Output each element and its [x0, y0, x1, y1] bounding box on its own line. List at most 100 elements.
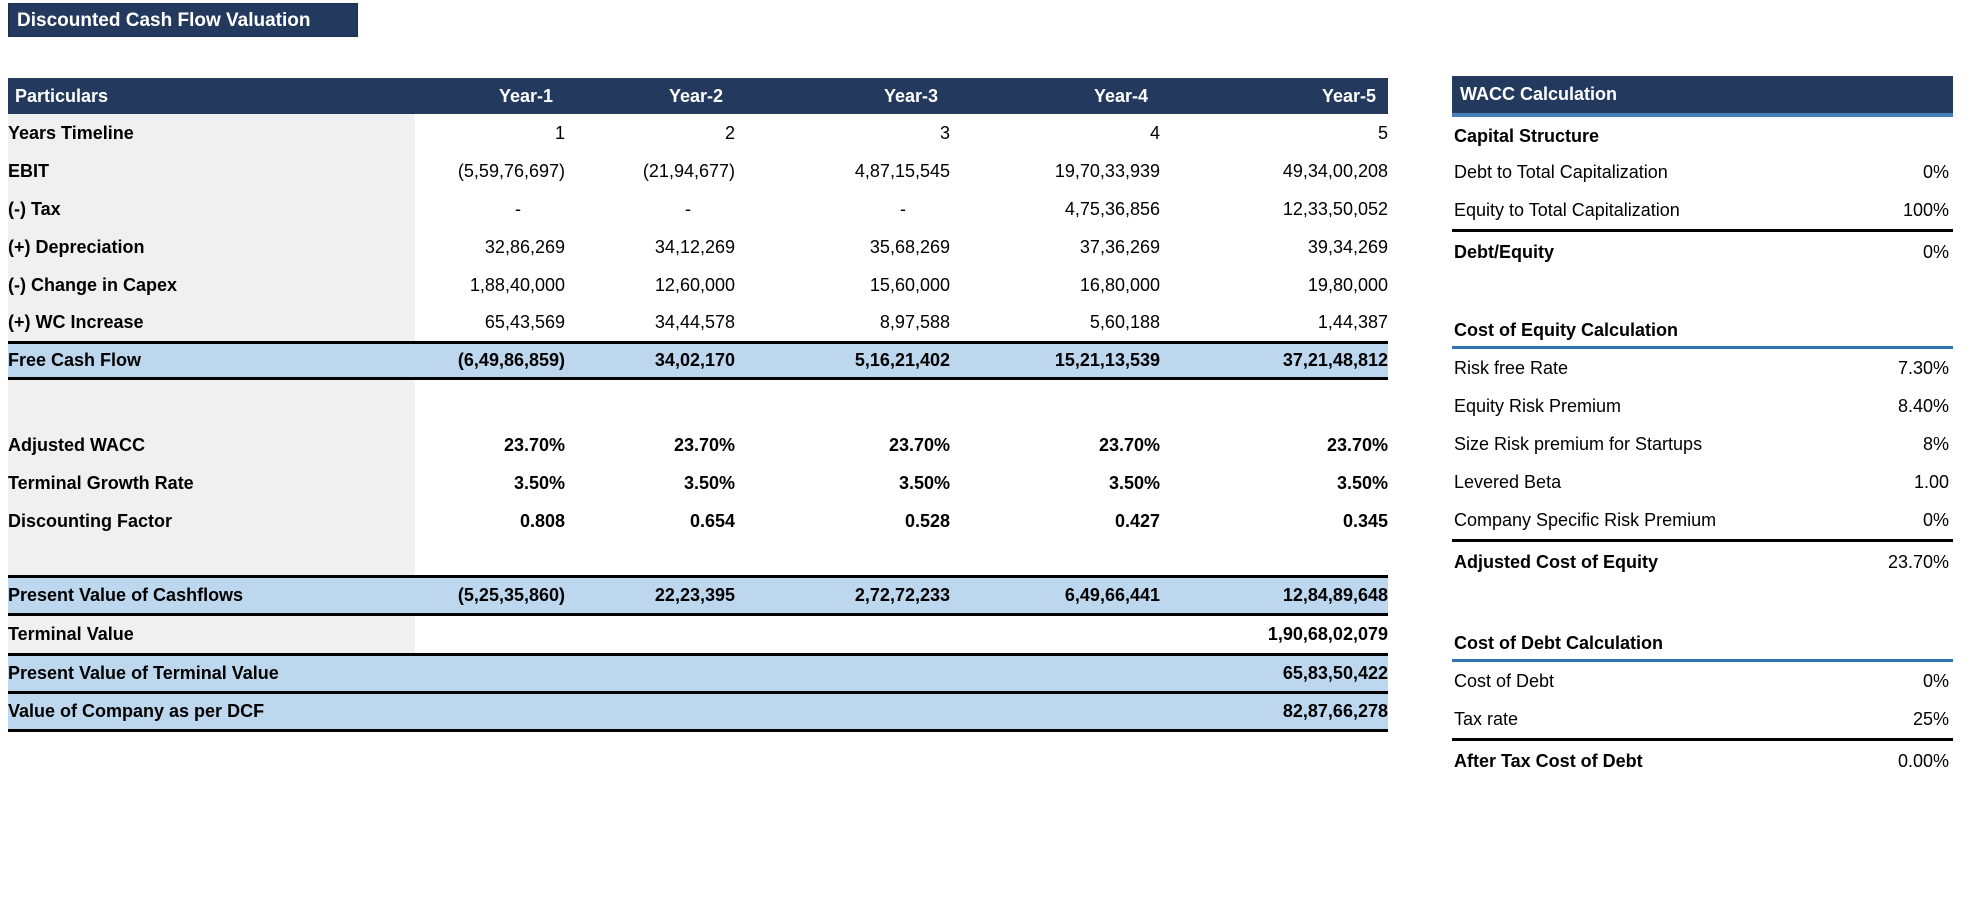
cell-value[interactable]: 12,33,50,052 [1160, 190, 1388, 228]
empty-cell[interactable] [8, 540, 415, 576]
cell-value[interactable]: (21,94,677) [565, 152, 735, 190]
column-header-year-1[interactable]: Year-1 [498, 85, 553, 106]
total-value[interactable]: 0.00% [1897, 750, 1949, 771]
cell-value[interactable]: 5,60,188 [950, 304, 1160, 342]
total-label[interactable]: After Tax Cost of Debt [1454, 750, 1643, 771]
line-item-label[interactable]: Size Risk premium for Startups [1454, 433, 1703, 454]
cell-value[interactable]: 82,87,66,278 [1160, 692, 1388, 730]
cell-value[interactable]: 23.70% [415, 426, 565, 464]
cell-value[interactable]: 12,84,89,648 [1160, 576, 1388, 614]
column-header-year-4[interactable]: Year-4 [1093, 85, 1148, 106]
cell-value[interactable] [735, 614, 950, 654]
line-item-value[interactable]: 8% [1922, 433, 1949, 454]
line-item-value[interactable]: 100% [1902, 199, 1949, 220]
cell-value[interactable] [735, 692, 950, 730]
cell-value[interactable]: (6,49,86,859) [415, 342, 565, 378]
row-label[interactable]: Present Value of Cashflows [8, 576, 415, 614]
empty-cell[interactable] [8, 378, 415, 426]
cell-value[interactable]: 0.528 [735, 502, 950, 540]
cell-value[interactable]: 8,97,588 [735, 304, 950, 342]
cell-value[interactable]: 35,68,269 [735, 228, 950, 266]
cell-value[interactable]: 12,60,000 [565, 266, 735, 304]
cell-value[interactable]: 49,34,00,208 [1160, 152, 1388, 190]
line-item-value[interactable]: 0% [1922, 161, 1949, 182]
cell-value[interactable] [415, 614, 565, 654]
line-item-label[interactable]: Equity Risk Premium [1454, 395, 1622, 416]
total-label[interactable]: Debt/Equity [1454, 241, 1555, 262]
cell-value[interactable] [415, 692, 565, 730]
cell-value[interactable]: 0.345 [1160, 502, 1388, 540]
row-label[interactable]: (+) Depreciation [8, 228, 415, 266]
line-item-label[interactable]: Debt to Total Capitalization [1454, 161, 1668, 182]
cell-value[interactable] [950, 654, 1160, 692]
total-label[interactable]: Adjusted Cost of Equity [1454, 551, 1658, 572]
cell-value[interactable]: 6,49,66,441 [950, 576, 1160, 614]
cell-value[interactable]: 15,21,13,539 [950, 342, 1160, 378]
cell-value[interactable] [565, 692, 735, 730]
cell-value[interactable]: 23.70% [950, 426, 1160, 464]
empty-cell[interactable] [415, 540, 1388, 576]
cell-value[interactable]: 16,80,000 [950, 266, 1160, 304]
cell-value[interactable] [565, 614, 735, 654]
cell-value[interactable] [565, 654, 735, 692]
cell-value[interactable]: 34,02,170 [565, 342, 735, 378]
cell-value[interactable]: 3.50% [415, 464, 565, 502]
line-item-value[interactable]: 0% [1922, 670, 1949, 691]
cell-value[interactable]: 0.654 [565, 502, 735, 540]
cell-value[interactable]: 37,21,48,812 [1160, 342, 1388, 378]
line-item-value[interactable]: 0% [1922, 509, 1949, 530]
line-item-label[interactable]: Company Specific Risk Premium [1454, 509, 1717, 530]
cell-value[interactable]: 34,44,578 [565, 304, 735, 342]
line-item-value[interactable]: 25% [1912, 708, 1949, 729]
cell-value[interactable]: 19,80,000 [1160, 266, 1388, 304]
cell-value[interactable]: 1 [415, 114, 565, 152]
cell-value[interactable] [415, 654, 565, 692]
cell-value[interactable]: 4,87,15,545 [735, 152, 950, 190]
cell-value[interactable]: 2 [565, 114, 735, 152]
cell-value[interactable]: 4 [950, 114, 1160, 152]
cell-value[interactable]: - [415, 190, 565, 228]
total-value[interactable]: 23.70% [1887, 551, 1949, 572]
line-item-value[interactable]: 1.00 [1913, 471, 1949, 492]
row-label[interactable]: EBIT [8, 152, 415, 190]
column-header-particulars[interactable]: Particulars [15, 85, 109, 106]
column-header-year-3[interactable]: Year-3 [883, 85, 938, 106]
cell-value[interactable]: 23.70% [735, 426, 950, 464]
cell-value[interactable]: 3 [735, 114, 950, 152]
row-label[interactable]: (+) WC Increase [8, 304, 415, 342]
row-label[interactable]: Discounting Factor [8, 502, 415, 540]
line-item-label[interactable]: Levered Beta [1454, 471, 1562, 492]
cell-value[interactable]: 65,83,50,422 [1160, 654, 1388, 692]
cell-value[interactable]: - [735, 190, 950, 228]
row-label[interactable]: Present Value of Terminal Value [8, 654, 415, 692]
cell-value[interactable]: 19,70,33,939 [950, 152, 1160, 190]
column-header-year-2[interactable]: Year-2 [668, 85, 723, 106]
line-item-label[interactable]: Risk free Rate [1454, 357, 1569, 378]
row-label[interactable]: (-) Change in Capex [8, 266, 415, 304]
cell-value[interactable]: 65,43,569 [415, 304, 565, 342]
cell-value[interactable] [950, 692, 1160, 730]
line-item-label[interactable]: Cost of Debt [1454, 670, 1555, 691]
cell-value[interactable]: 3.50% [950, 464, 1160, 502]
cell-value[interactable]: 5 [1160, 114, 1388, 152]
row-label[interactable]: Terminal Growth Rate [8, 464, 415, 502]
cell-value[interactable] [950, 614, 1160, 654]
cell-value[interactable]: 1,90,68,02,079 [1160, 614, 1388, 654]
cell-value[interactable]: 34,12,269 [565, 228, 735, 266]
cell-value[interactable]: 37,36,269 [950, 228, 1160, 266]
cell-value[interactable]: 32,86,269 [415, 228, 565, 266]
total-value[interactable]: 0% [1922, 241, 1949, 262]
row-label[interactable]: Terminal Value [8, 614, 415, 654]
cell-value[interactable]: 23.70% [1160, 426, 1388, 464]
cell-value[interactable]: 2,72,72,233 [735, 576, 950, 614]
cell-value[interactable]: 5,16,21,402 [735, 342, 950, 378]
column-header-year-5[interactable]: Year-5 [1321, 85, 1376, 106]
row-label[interactable]: Value of Company as per DCF [8, 692, 415, 730]
row-label[interactable]: Years Timeline [8, 114, 415, 152]
cell-value[interactable]: (5,25,35,860) [415, 576, 565, 614]
cell-value[interactable]: 0.427 [950, 502, 1160, 540]
cell-value[interactable]: 15,60,000 [735, 266, 950, 304]
row-label[interactable]: Free Cash Flow [8, 342, 415, 378]
cell-value[interactable]: - [565, 190, 735, 228]
cell-value[interactable]: 1,44,387 [1160, 304, 1388, 342]
